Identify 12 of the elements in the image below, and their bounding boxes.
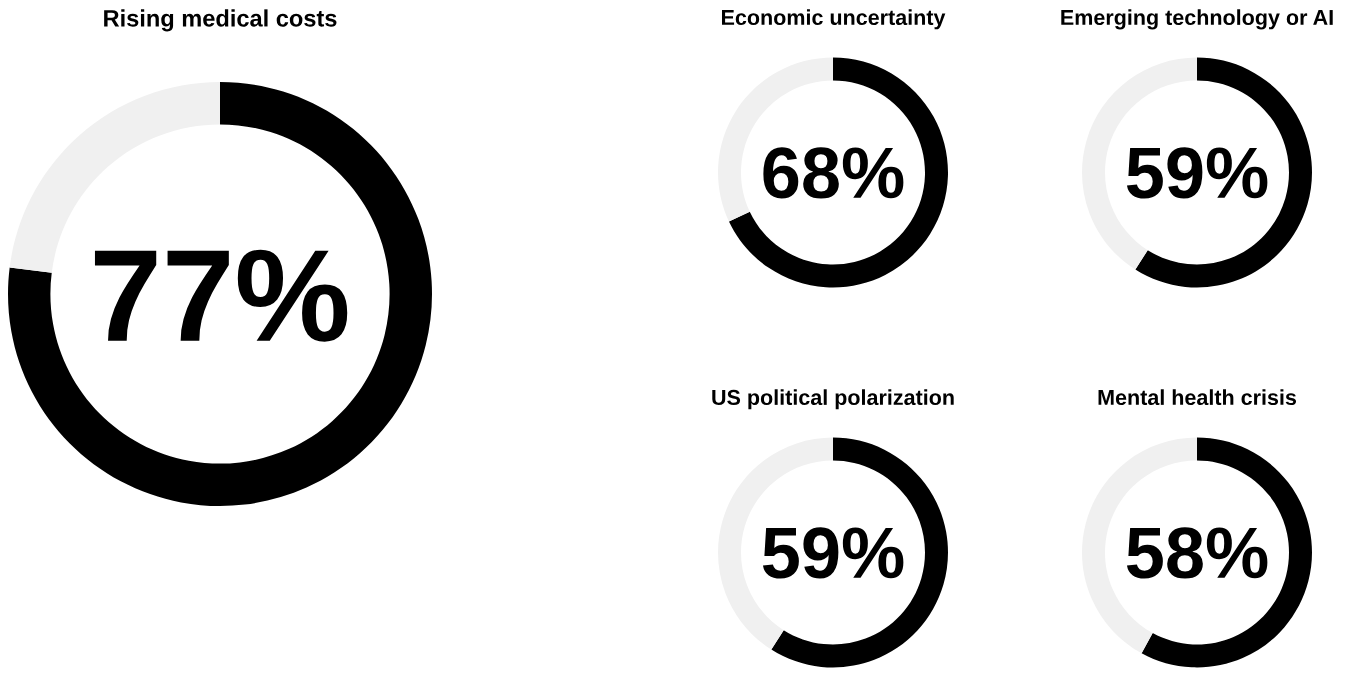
data-label: 68% [763,147,904,199]
donut-slice [8,82,432,506]
chart-title: Mental health crisis [1098,389,1297,406]
chart-title: Rising medical costs [104,9,337,32]
data-label: 59% [1126,147,1268,199]
data-label: 59% [762,527,904,579]
data-label: 77% [94,249,348,342]
chart-title: Economic uncertainty [722,9,946,30]
chart-title: Emerging technology or AI [1061,9,1333,30]
donut-slice [728,57,948,288]
chart-title: US political polarization [712,389,954,410]
data-label: 58% [1126,527,1268,579]
